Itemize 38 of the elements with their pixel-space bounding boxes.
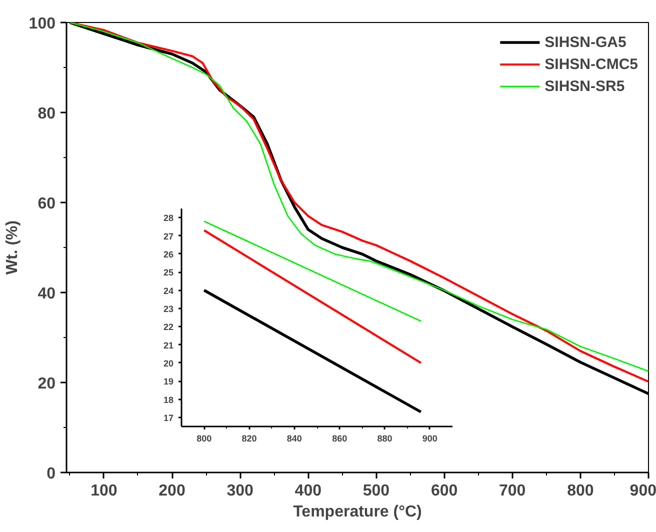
y-tick-label: 40 xyxy=(38,286,56,302)
x-tick-label: 100 xyxy=(90,482,118,500)
x-tick-label: 700 xyxy=(499,482,526,500)
y-tick-label: 100 xyxy=(28,16,56,32)
y-tick-label: 22 xyxy=(163,322,174,332)
x-tick-label: 820 xyxy=(242,434,257,444)
y-tick-label: 20 xyxy=(163,358,174,368)
x-tick-label: 900 xyxy=(630,482,656,500)
x-tick-label: 900 xyxy=(422,434,438,444)
x-tick-label: 200 xyxy=(158,482,186,500)
y-tick-label: 0 xyxy=(46,466,56,482)
y-tick-label: 24 xyxy=(163,286,174,296)
x-tick-label: 300 xyxy=(226,482,254,500)
y-axis-title: Wt. (%) xyxy=(4,220,21,275)
x-tick-label: 800 xyxy=(196,434,212,444)
x-tick-label: 840 xyxy=(286,434,302,444)
y-tick-label: 23 xyxy=(163,304,174,314)
legend-label: SIHSN-SR5 xyxy=(544,78,625,94)
y-tick-label: 25 xyxy=(163,268,174,278)
x-tick-label: 400 xyxy=(294,482,322,500)
y-tick-label: 20 xyxy=(38,376,56,392)
x-axis-title: Temperature (°C) xyxy=(293,504,422,520)
y-tick-label: 28 xyxy=(163,213,174,224)
y-tick-label: 60 xyxy=(38,196,56,212)
y-tick-label: 80 xyxy=(38,106,56,122)
x-tick-label: 600 xyxy=(430,482,458,500)
y-tick-label: 17 xyxy=(163,412,174,423)
y-tick-label: 19 xyxy=(163,376,174,387)
legend-label: SIHSN-CMC5 xyxy=(544,56,638,72)
x-tick-label: 880 xyxy=(377,434,392,444)
y-tick-label: 21 xyxy=(163,340,174,350)
x-tick-label: 500 xyxy=(362,482,390,500)
x-tick-label: 800 xyxy=(567,482,594,500)
y-tick-label: 18 xyxy=(163,394,174,405)
legend-label: SIHSN-GA5 xyxy=(544,34,626,50)
x-tick-label: 860 xyxy=(332,434,348,444)
y-tick-label: 27 xyxy=(163,231,174,242)
y-tick-label: 26 xyxy=(163,249,174,260)
